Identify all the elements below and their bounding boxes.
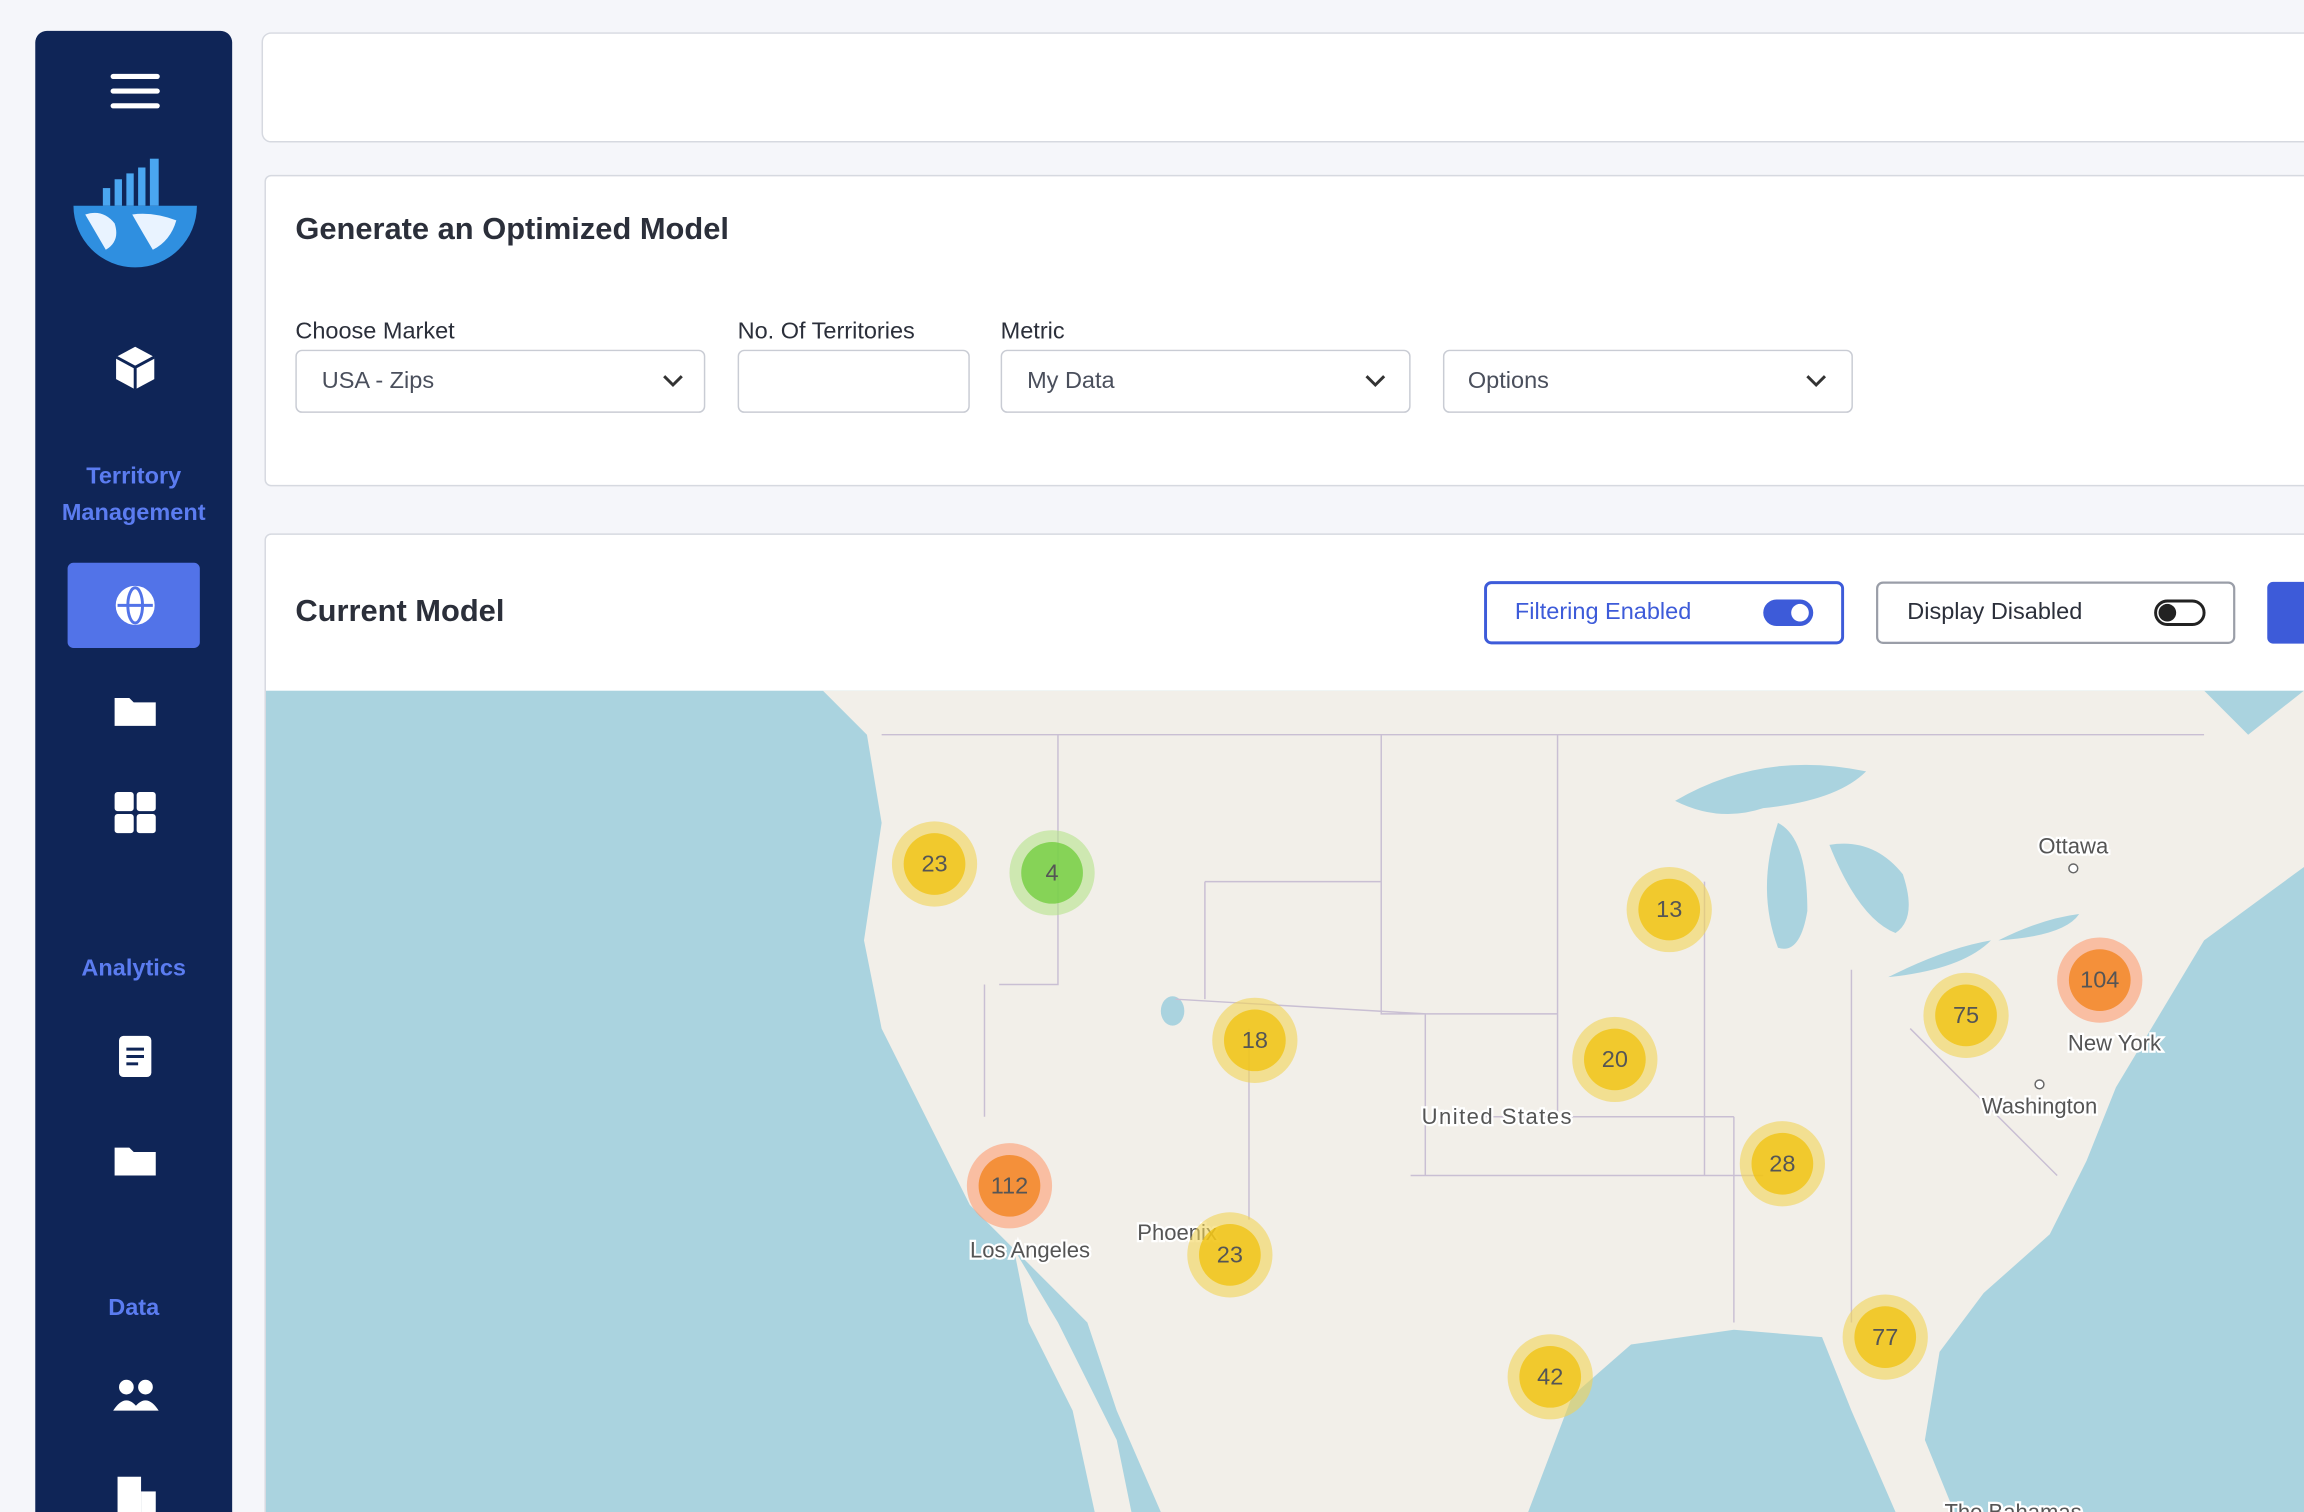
place-dot (2069, 864, 2078, 873)
nav-section: Data (35, 1290, 232, 1327)
nav-section: Territory Management (35, 458, 232, 531)
place-label: New York (2068, 1031, 2162, 1056)
switch-knob (1791, 604, 1809, 622)
select-value: Options (1468, 367, 1549, 393)
cluster-count: 13 (1656, 896, 1682, 922)
nav-section: Analytics (35, 951, 232, 988)
field-label: Choose Market (295, 317, 455, 343)
cluster-count: 18 (1242, 1027, 1268, 1053)
card-title: Generate an Optimized Model (295, 211, 729, 246)
map[interactable]: Ottawa New York Washington United States… (266, 691, 2304, 1512)
select-value: My Data (1027, 367, 1115, 393)
cluster-count: 42 (1537, 1363, 1563, 1389)
cluster-count: 4 (1046, 859, 1059, 885)
report-icon[interactable] (119, 1036, 151, 1077)
cluster-count: 20 (1602, 1046, 1628, 1072)
top-bar (262, 33, 2304, 142)
territories-input[interactable] (738, 350, 969, 412)
place-dot (2035, 1080, 2044, 1089)
cluster-count: 77 (1872, 1324, 1898, 1350)
place-label: Ottawa (2038, 834, 2109, 859)
globe-icon (118, 588, 153, 623)
place-label: Washington (1982, 1094, 2098, 1119)
toggle-label: Display Disabled (1907, 598, 2082, 624)
place-label: Los Angeles (970, 1238, 1090, 1263)
field-label: Metric (1001, 317, 1065, 343)
field-label: No. Of Territories (738, 317, 915, 343)
action-button[interactable] (2267, 582, 2304, 644)
switch-knob (2159, 604, 2177, 622)
cluster-count: 75 (1953, 1002, 1979, 1028)
select-value: USA - Zips (322, 367, 434, 393)
toggle-label: Filtering Enabled (1515, 598, 1691, 624)
cluster-count: 23 (1217, 1242, 1243, 1268)
cluster-count: 28 (1769, 1150, 1795, 1176)
place-label: United States (1422, 1104, 1573, 1129)
cluster-count: 23 (921, 851, 947, 877)
cluster-count: 112 (991, 1172, 1028, 1198)
place-label: The Bahamas (1944, 1499, 2081, 1512)
cluster-count: 104 (2080, 967, 2119, 993)
card-title: Current Model (295, 593, 504, 628)
